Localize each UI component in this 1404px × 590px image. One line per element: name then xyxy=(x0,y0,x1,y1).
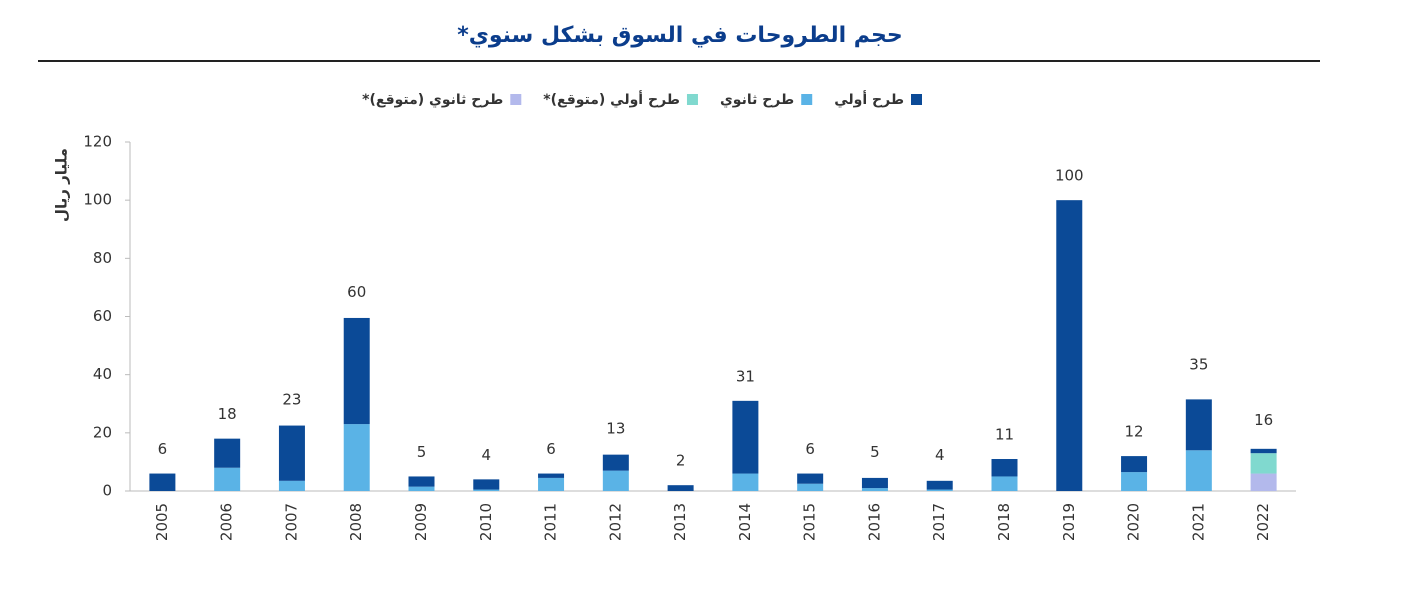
y-tick-label: 120 xyxy=(83,133,112,151)
x-tick-label: 2016 xyxy=(865,503,883,541)
legend-label: طرح أولي (متوقع)* xyxy=(543,90,680,108)
x-tick-label: 2014 xyxy=(736,503,754,541)
x-tick-label: 2022 xyxy=(1254,503,1272,541)
y-axis-label: مليار ريال xyxy=(53,148,71,222)
bar-segment xyxy=(538,477,565,491)
bar-segment xyxy=(1250,448,1277,454)
bar-segment xyxy=(1185,399,1212,451)
total-label: 16 xyxy=(1254,411,1273,429)
legend-label: طرح ثانوي (متوقع)* xyxy=(362,92,503,109)
x-tick-label: 2018 xyxy=(995,503,1013,541)
bar-segment xyxy=(278,425,305,481)
y-tick-label: 0 xyxy=(102,482,112,500)
bar-segment xyxy=(797,473,824,484)
total-label: 13 xyxy=(606,420,625,438)
x-tick-label: 2008 xyxy=(347,503,365,541)
bar-segment xyxy=(214,467,241,491)
x-tick-label: 2020 xyxy=(1125,503,1143,541)
bar-segment xyxy=(861,488,888,491)
x-tick-label: 2005 xyxy=(153,503,171,541)
total-label: 18 xyxy=(218,405,237,423)
bar-segment xyxy=(797,483,824,491)
bar-segment xyxy=(926,480,953,490)
bar-segment xyxy=(214,438,241,468)
bar-segment xyxy=(602,454,629,471)
legend-swatch xyxy=(801,94,813,105)
bar-segment xyxy=(732,473,759,491)
bar-segment xyxy=(1250,473,1277,491)
x-tick-label: 2019 xyxy=(1060,503,1078,541)
total-label: 23 xyxy=(282,391,301,409)
legend-label: طرح ثانوي xyxy=(720,92,794,109)
bar-segment xyxy=(473,479,500,490)
bar-segment xyxy=(538,473,565,478)
x-tick-label: 2021 xyxy=(1189,503,1207,541)
y-tick-label: 60 xyxy=(93,307,112,325)
bar-segment xyxy=(1121,456,1148,473)
bar-segment xyxy=(1056,200,1083,491)
x-tick-label: 2009 xyxy=(412,503,430,541)
total-label: 35 xyxy=(1189,356,1208,374)
bar-segment xyxy=(926,489,953,491)
y-tick-label: 100 xyxy=(83,191,112,209)
x-tick-label: 2007 xyxy=(282,503,300,541)
legend-label: طرح أولي xyxy=(834,90,904,108)
x-tick-label: 2012 xyxy=(606,503,624,541)
total-label: 6 xyxy=(158,440,168,458)
bar-segment xyxy=(602,470,629,491)
total-label: 6 xyxy=(546,440,556,458)
total-label: 4 xyxy=(482,446,492,464)
bar-segment xyxy=(732,400,759,474)
legend-swatch xyxy=(686,94,698,105)
bar-segment xyxy=(278,480,305,491)
total-label: 12 xyxy=(1125,423,1144,441)
bar-segment xyxy=(343,424,370,491)
total-label: 100 xyxy=(1055,167,1084,185)
bar-segment xyxy=(1250,453,1277,474)
bar-segment xyxy=(149,473,176,491)
total-label: 2 xyxy=(676,452,686,470)
bar-segment xyxy=(991,476,1018,491)
x-tick-label: 2010 xyxy=(477,503,495,541)
chart-title: حجم الطروحات في السوق بشكل سنوي* xyxy=(457,23,903,48)
bar-segment xyxy=(667,485,694,491)
bar-segment xyxy=(473,489,500,491)
x-tick-label: 2015 xyxy=(801,503,819,541)
x-tick-label: 2013 xyxy=(671,503,689,541)
y-tick-label: 40 xyxy=(93,365,112,383)
bar-segment xyxy=(861,477,888,489)
total-label: 5 xyxy=(870,443,880,461)
x-tick-label: 2006 xyxy=(218,503,236,541)
y-tick-label: 20 xyxy=(93,423,112,441)
bar-segment xyxy=(408,486,435,491)
bar-segment xyxy=(343,317,370,425)
total-label: 5 xyxy=(417,443,427,461)
x-tick-label: 2017 xyxy=(930,503,948,541)
legend-swatch xyxy=(510,94,522,105)
total-label: 6 xyxy=(805,440,815,458)
bar-segment xyxy=(408,476,435,487)
bar-segment xyxy=(1185,450,1212,491)
legend-swatch xyxy=(911,94,922,105)
bar-segment xyxy=(1121,472,1148,491)
x-tick-label: 2011 xyxy=(542,503,560,541)
y-tick-label: 80 xyxy=(93,249,112,267)
bar-segment xyxy=(991,459,1018,477)
total-label: 4 xyxy=(935,446,945,464)
total-label: 31 xyxy=(736,367,755,385)
total-label: 60 xyxy=(347,283,366,301)
total-label: 11 xyxy=(995,426,1014,444)
